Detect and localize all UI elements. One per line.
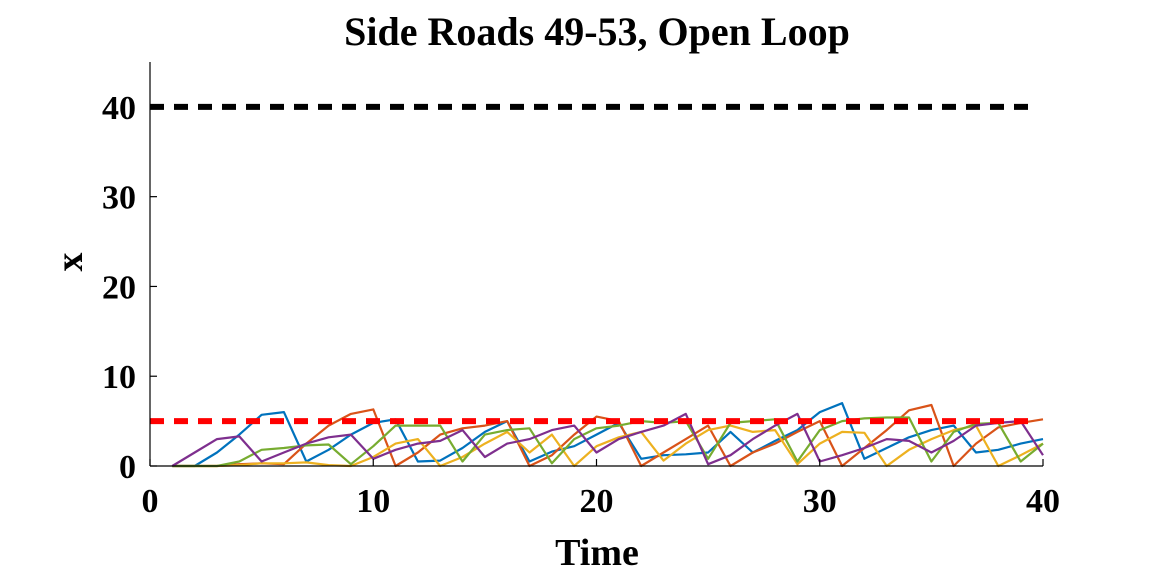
x-tick-label: 40 xyxy=(1026,483,1060,520)
y-tick-label: 0 xyxy=(119,449,136,486)
series-line-4 xyxy=(172,416,1044,468)
y-tick-label: 10 xyxy=(102,359,136,396)
y-tick-label: 20 xyxy=(102,269,136,306)
y-axis-label: x xyxy=(49,253,91,272)
x-tick-label: 10 xyxy=(356,483,390,520)
y-axis-ticks: 0 10 20 30 40 xyxy=(102,90,157,486)
y-tick-label: 30 xyxy=(102,180,136,217)
x-axis-label: Time xyxy=(555,532,639,574)
x-tick-label: 30 xyxy=(803,483,837,520)
x-tick-label: 20 xyxy=(580,483,614,520)
series-line-1 xyxy=(172,402,1044,468)
series-line-3 xyxy=(172,424,1044,468)
series-line-5 xyxy=(171,412,1044,467)
x-axis-ticks: 0 10 20 30 40 xyxy=(142,459,1060,520)
chart-title: Side Roads 49-53, Open Loop xyxy=(344,9,850,54)
y-tick-label: 40 xyxy=(102,90,136,127)
plot-area xyxy=(150,103,1044,468)
x-tick-label: 0 xyxy=(142,483,159,520)
